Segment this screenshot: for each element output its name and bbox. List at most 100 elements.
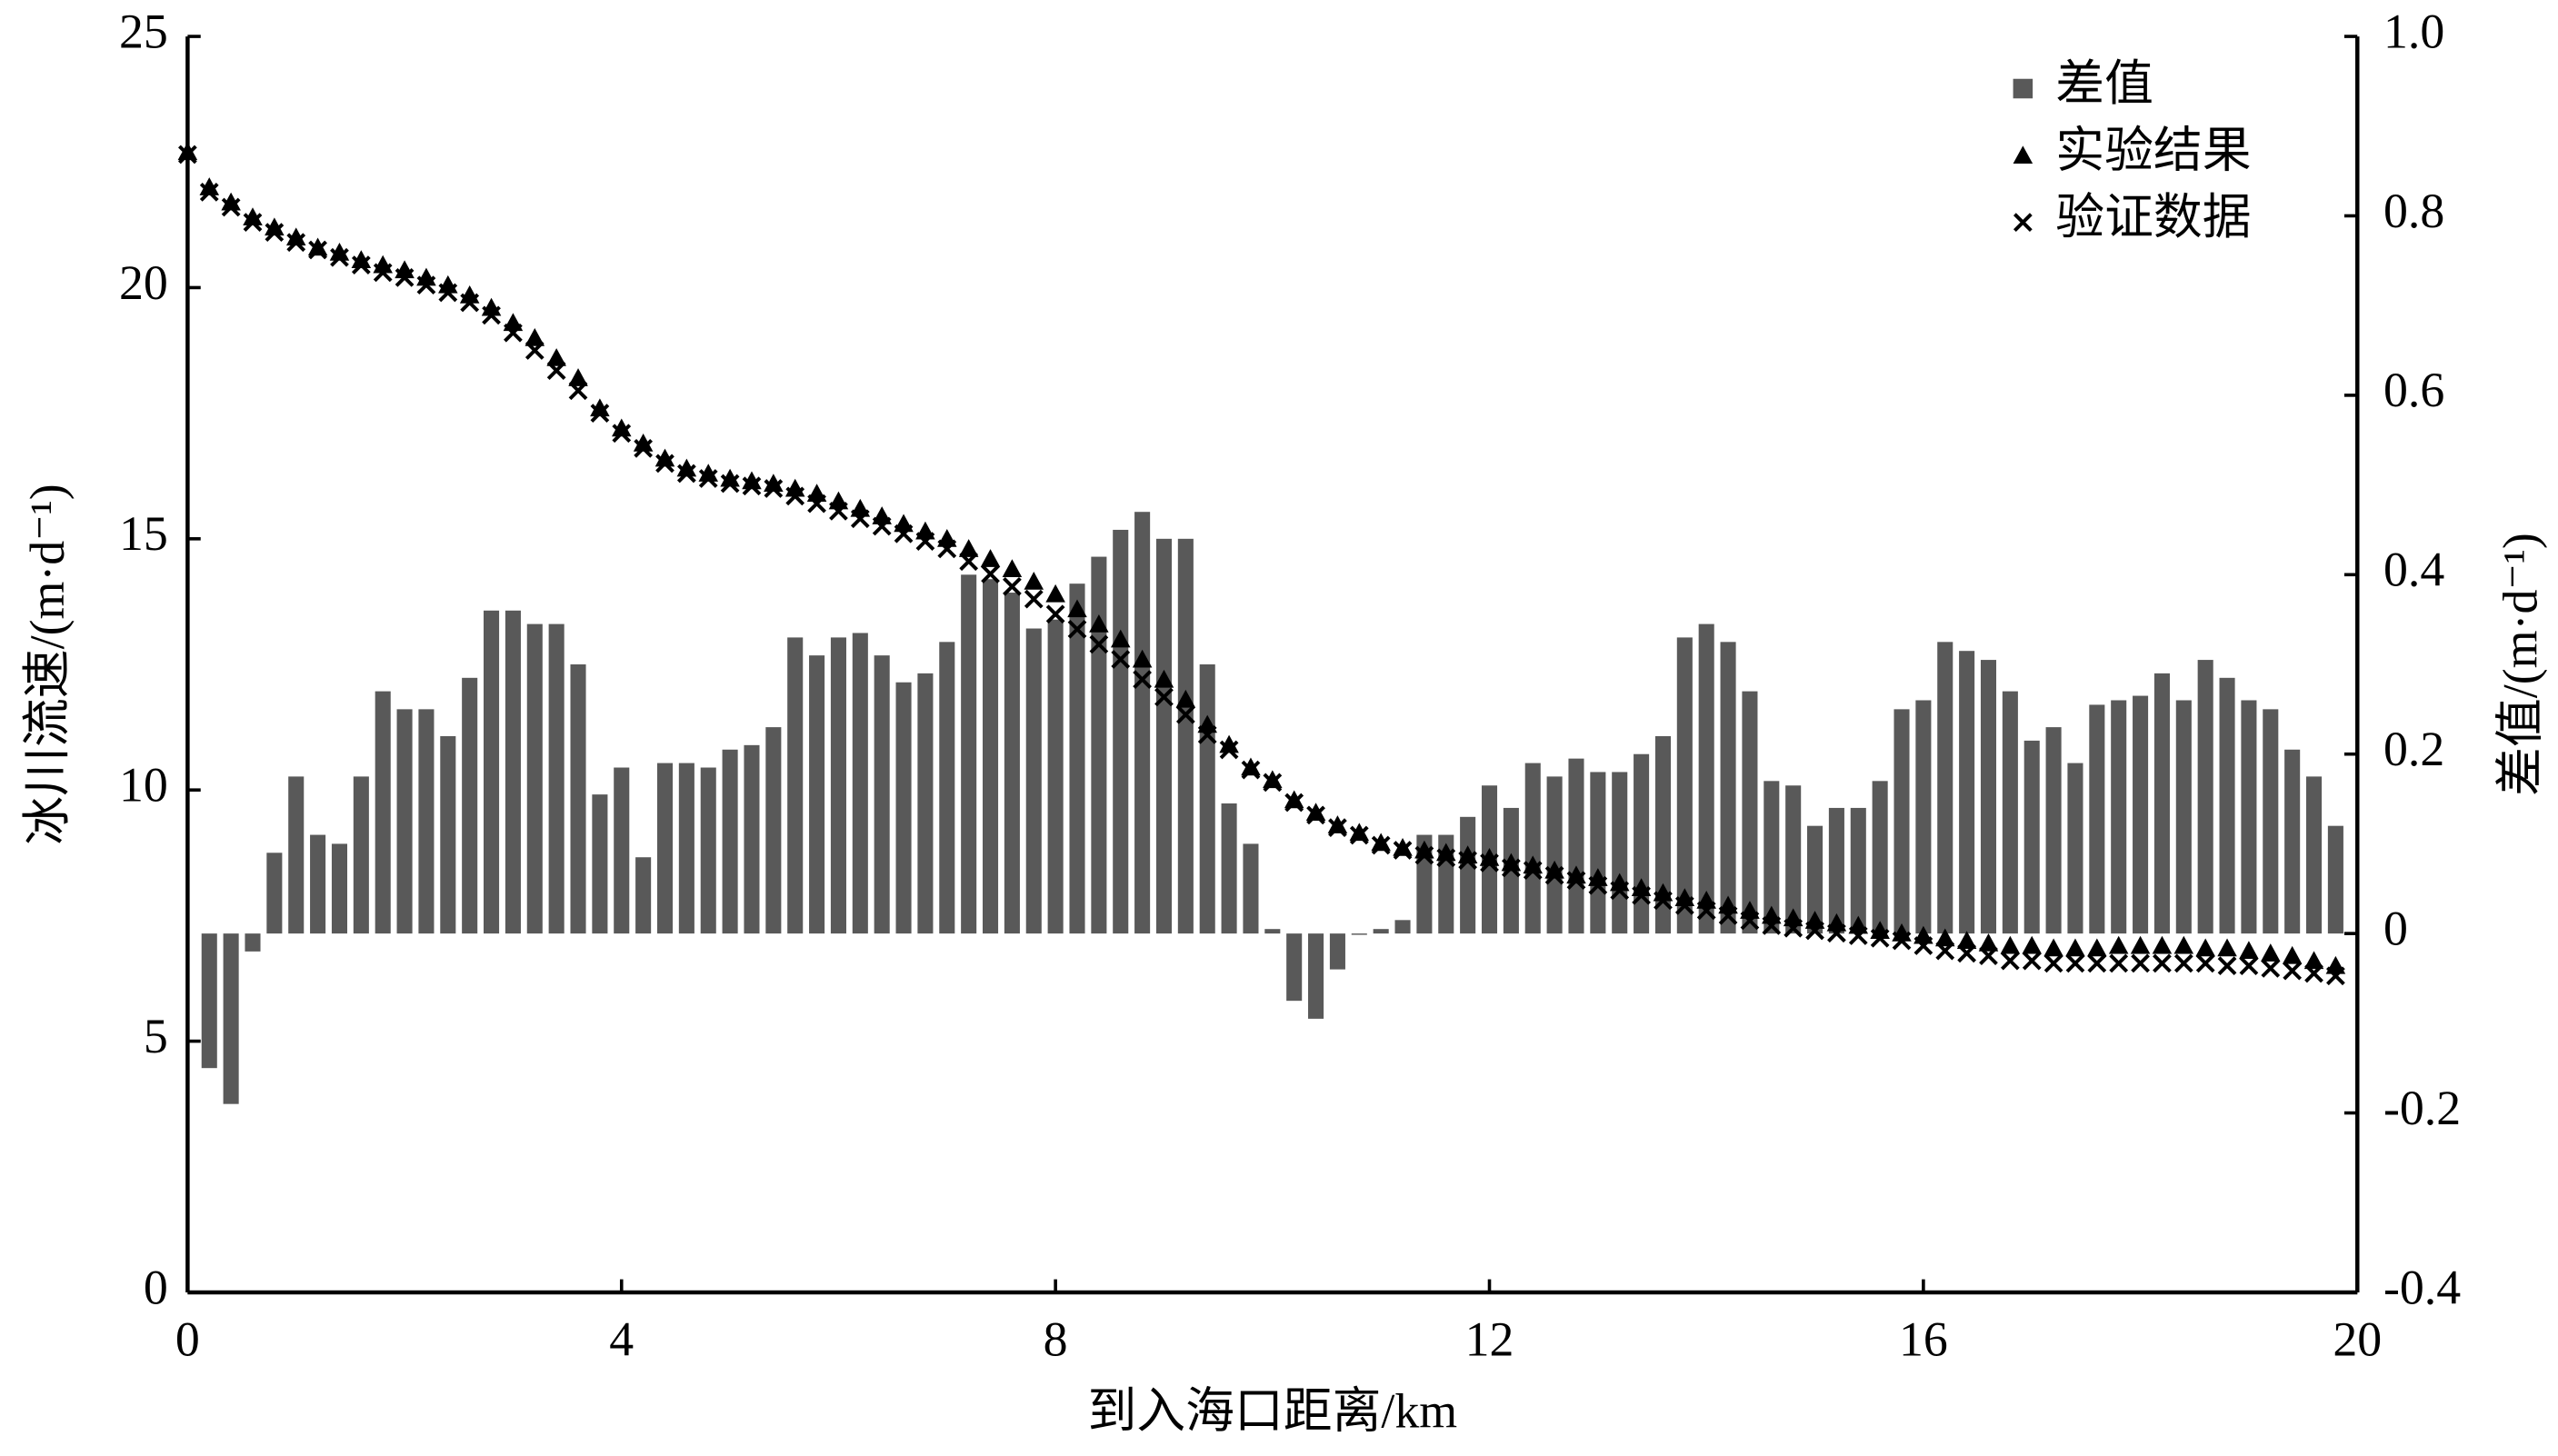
- point: [2043, 953, 2063, 973]
- point: [1696, 901, 1716, 921]
- point: [1241, 760, 1261, 780]
- point: [654, 448, 675, 467]
- point: [1328, 818, 1347, 838]
- point: [1978, 933, 1999, 952]
- bar: [2175, 700, 2192, 934]
- point: [1154, 669, 1174, 688]
- bar: [592, 794, 608, 934]
- point: [286, 233, 306, 253]
- bar: [1524, 763, 1541, 934]
- point: [1479, 848, 1500, 866]
- bar: [310, 834, 326, 934]
- point: [720, 468, 740, 487]
- bar: [2067, 763, 2083, 934]
- bar: [961, 574, 977, 934]
- bar: [895, 682, 912, 934]
- point: [1284, 790, 1304, 809]
- y-tick-label: 10: [119, 758, 168, 813]
- bar: [830, 637, 846, 934]
- point: [460, 293, 480, 313]
- point: [2195, 953, 2215, 973]
- point: [1610, 881, 1630, 901]
- point: [265, 223, 285, 243]
- bar: [1113, 529, 1129, 934]
- bar: [614, 767, 630, 934]
- point: [2261, 943, 2281, 962]
- bar: [1764, 781, 1780, 934]
- point: [1175, 689, 1196, 708]
- legend-label: 实验结果: [2055, 123, 2251, 177]
- point: [1241, 757, 1261, 776]
- point: [1349, 823, 1370, 842]
- bar: [1025, 628, 1042, 934]
- bar: [1134, 512, 1151, 934]
- point: [1632, 885, 1651, 905]
- bar: [1915, 700, 1932, 934]
- point: [1393, 837, 1413, 856]
- x-tick-label: 12: [1465, 1312, 1514, 1367]
- point: [1654, 891, 1673, 911]
- point: [612, 424, 632, 444]
- legend-label: 差值: [2055, 56, 2153, 111]
- y-tick-label: 20: [119, 255, 168, 310]
- bar: [548, 623, 565, 934]
- point: [2130, 935, 2151, 954]
- bar: [1069, 583, 1085, 934]
- point: [1957, 943, 1976, 963]
- point: [525, 341, 545, 360]
- point: [1306, 805, 1325, 825]
- point: [872, 516, 892, 536]
- bar: [245, 933, 261, 952]
- point: [742, 471, 762, 490]
- bar: [1546, 776, 1563, 934]
- bar: [765, 727, 782, 934]
- point: [1110, 629, 1131, 648]
- bar: [396, 709, 413, 934]
- point: [1197, 725, 1217, 744]
- point: [1371, 833, 1391, 852]
- point: [351, 255, 371, 274]
- point: [611, 418, 632, 437]
- point: [2303, 951, 2324, 970]
- y-tick-label: 0: [144, 1260, 168, 1314]
- point: [1133, 670, 1152, 689]
- point: [2217, 938, 2237, 957]
- point: [373, 263, 393, 283]
- point: [1892, 931, 1912, 951]
- bar: [982, 579, 999, 934]
- bar: [2219, 677, 2235, 934]
- point: [1544, 865, 1564, 885]
- bar: [201, 933, 217, 1069]
- bar: [1590, 772, 1606, 934]
- point: [1349, 825, 1369, 845]
- x-tick-label: 8: [1044, 1312, 1068, 1367]
- point: [698, 469, 718, 488]
- bar: [2241, 700, 2257, 934]
- bar: [418, 709, 435, 934]
- point: [1003, 576, 1022, 596]
- point: [416, 275, 436, 295]
- x-tick-label: 16: [1899, 1312, 1948, 1367]
- bar: [1720, 642, 1736, 934]
- bar: [2133, 695, 2149, 934]
- point: [590, 404, 610, 424]
- point: [2000, 951, 2020, 971]
- bar: [570, 664, 586, 934]
- point: [1501, 853, 1522, 872]
- bar: [2023, 740, 2040, 934]
- point: [307, 237, 328, 256]
- point: [2239, 941, 2259, 960]
- bar: [1091, 556, 1107, 934]
- x-axis-label: 到入海口距离/km: [1087, 1384, 1457, 1439]
- legend-marker: [2013, 145, 2033, 165]
- bar: [1959, 651, 1975, 934]
- point: [329, 242, 350, 261]
- bar: [809, 655, 825, 934]
- bar: [2263, 709, 2279, 934]
- point: [829, 502, 848, 521]
- point: [285, 227, 306, 246]
- point: [265, 217, 285, 236]
- point: [1934, 928, 1955, 947]
